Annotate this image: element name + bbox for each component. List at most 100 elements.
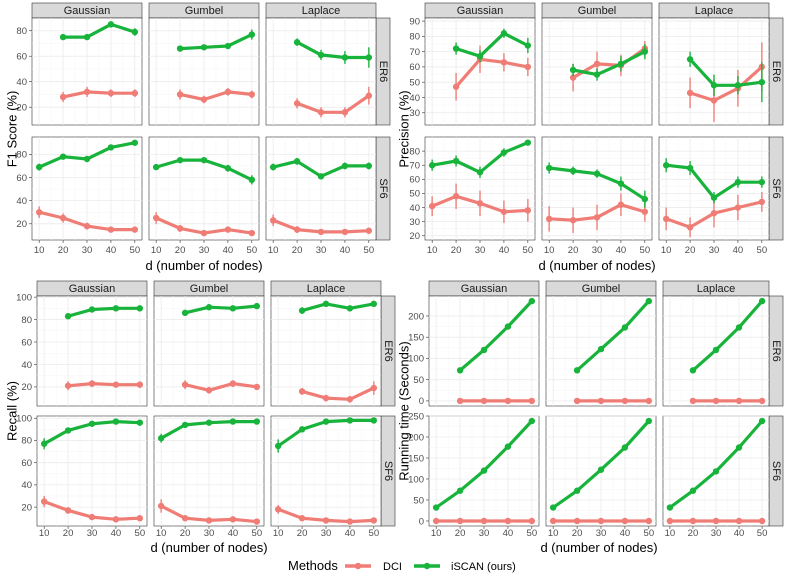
x-tick-label: 50 [644,528,655,539]
series-iscan [686,51,766,103]
data-point [710,209,718,217]
y-tick-label: 40 [409,93,420,104]
y-tick-label: 80 [409,32,420,43]
y-tick-label: 100 [408,474,424,485]
data-point [224,226,232,233]
series-dci [689,397,766,405]
x-tick-label: 40 [733,245,744,256]
data-point [476,169,484,176]
x-tick-label: 10 [156,528,167,539]
data-point [269,217,277,224]
y-tick-label: 40 [21,480,32,491]
data-point [64,313,72,320]
data-point [758,417,766,425]
series-iscan [666,417,766,511]
series-line [183,304,259,315]
recall-panel-er6-laplace [270,295,382,407]
precision-panel-er6-gaussian: 30 40 50 60 70 80 90 [409,16,536,126]
data-point [253,383,261,391]
runtime-strip-label-laplace: Laplace [697,283,736,295]
data-point [35,209,43,216]
data-point [298,426,306,433]
data-point [298,388,306,395]
y-tick-label: 150 [408,453,424,464]
data-point [200,44,208,51]
data-point [428,202,436,210]
x-tick-label: 40 [616,245,627,256]
data-point [617,60,625,68]
data-point [500,149,508,156]
runtime-y-axis-title: Running time (Seconds) [397,341,412,480]
series-iscan [298,300,378,314]
data-point [131,139,139,146]
x-tick-label: 30 [479,528,490,539]
precision-chart: Gaussian Gumbel Laplace ER6 30 40 50 60 70 80 90 SF… [397,2,784,273]
data-point [573,517,581,525]
x-tick-label: 30 [87,528,98,539]
data-point [645,397,653,405]
y-tick-label: 80 [409,146,420,157]
f1-panel-er6-gumbel [148,17,260,126]
y-tick-label: 200 [408,432,424,443]
runtime-strip-label-gaussian: Gaussian [461,283,507,295]
x-tick-label: 50 [369,528,380,539]
f1-strip-label-laplace: Laplace [302,5,341,17]
data-point [64,427,72,434]
series-iscan [549,417,653,511]
data-point [452,157,460,165]
data-point [432,504,440,511]
data-point [645,297,653,305]
data-point [181,309,189,317]
x-tick-label: 30 [316,245,327,256]
data-point [573,367,581,374]
data-point [317,51,325,59]
series-dci [432,517,536,525]
data-point [88,513,96,521]
y-tick-label: 80 [16,26,27,37]
data-point [181,421,189,429]
series-line [295,40,371,60]
data-point [758,517,766,525]
x-tick-label: 10 [427,245,438,256]
data-point [224,165,232,172]
x-tick-label: 20 [175,245,186,256]
data-point [317,173,325,180]
runtime-panel-er6-laplace [662,295,770,407]
data-point [504,397,512,405]
y-tick-label: 60 [16,52,27,63]
data-point [64,507,72,514]
data-point [735,444,743,451]
precision-panel-sf6-gaussian: 20 30 40 50 60 70 80 10 20 30 40 50 [409,136,536,256]
data-point [229,418,237,425]
series-dci [64,380,144,391]
recall-panel-sf6-gaussian: 20 40 60 80 100 10 20 30 40 50 [16,414,148,539]
y-tick-label: 80 [16,150,27,161]
data-point [593,214,601,221]
x-tick-label: 10 [661,245,672,256]
x-tick-label: 20 [292,245,303,256]
data-point [370,517,378,524]
data-point [662,162,670,169]
series-iscan [689,297,766,374]
series-iscan [59,21,139,41]
legend-title: Methods [288,558,338,573]
data-point [621,444,629,451]
data-point [456,397,464,405]
data-point [500,30,508,37]
series-iscan [152,156,256,185]
data-point [641,208,649,215]
data-point [689,397,697,405]
f1-panel-sf6-gumbel: 10 20 30 40 50 [148,136,260,256]
x-tick-label: 30 [596,528,607,539]
legend-label-dci: DCI [383,561,402,573]
data-point [666,504,674,511]
recall-x-axis-title: d (number of nodes) [150,540,267,555]
data-point [229,380,237,387]
f1-chart: Gaussian Gumbel Laplace ER6 20 40 60 80 SF6 20 40 6… [5,2,391,273]
data-point [528,517,536,525]
data-point [645,517,653,525]
data-point [248,31,256,38]
data-point [524,207,532,214]
y-tick-label: 0 [419,396,424,407]
x-tick-label: 50 [364,245,375,256]
